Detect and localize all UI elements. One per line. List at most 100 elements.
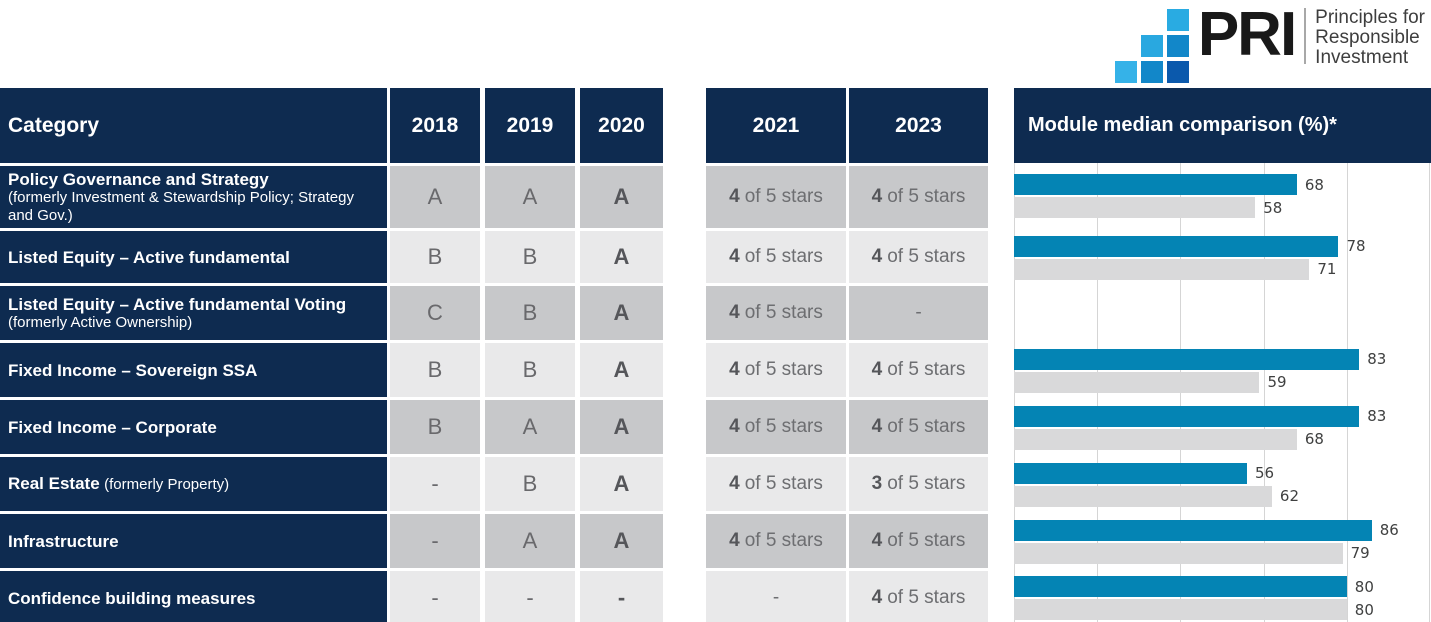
category-name: Listed Equity – Active fundamental Votin… [8,294,347,314]
header-2021: 2021 [706,88,846,163]
bar-value-label: 80 [1354,600,1374,619]
logo-square [1140,61,1163,83]
grade-2019: A [485,514,575,568]
header-category: Category [0,88,387,163]
stars-2021: 4 of 5 stars [706,343,846,397]
gray-bar [1014,197,1256,218]
chart-gridline [1014,163,1015,622]
pri-logo-acronym: PRI [1197,0,1297,69]
grade-2018: B [390,400,480,454]
grade-2019: A [485,166,575,228]
stars-2023: 4 of 5 stars [849,343,988,397]
bar-pair: 68 58 [1014,174,1431,220]
logo-divider [1304,8,1307,64]
row-label: Policy Governance and Strategy (formerly … [0,166,387,228]
header-2023: 2023 [849,88,988,163]
stars-2021: - [706,571,846,622]
gray-bar [1014,258,1310,280]
grade-2020: A [580,400,663,454]
category-note: (formerly Property) [104,476,230,493]
chart-row: 83 59 [1014,343,1431,400]
blue-bar [1014,405,1360,427]
logo-square [1114,61,1137,83]
blue-bar [1014,519,1372,541]
bar-value-label: 68 [1304,430,1324,448]
gray-bar [1014,428,1297,450]
grade-2018: B [390,231,480,283]
table-row: Infrastructure - A A 4 of 5 stars 4 of 5 s… [0,514,1431,568]
logo-square [1166,61,1189,83]
gray-bar [1014,542,1343,564]
stars-2023: 4 of 5 stars [849,400,988,454]
bar-value-label: 59 [1267,373,1287,391]
stars-2023: 4 of 5 stars [849,571,988,622]
bar-value-label: 79 [1350,544,1370,562]
table-row: Fixed Income – Sovereign SSA B B A 4 of 5… [0,343,1431,397]
blue-bar [1014,174,1297,195]
grade-2018: A [390,166,480,228]
chart-row [1014,286,1431,343]
pri-logo-tagline: Principles for Responsible Investment [1315,6,1425,68]
stars-2021: 4 of 5 stars [706,286,846,340]
bar-value-label: 83 [1367,407,1387,425]
category-name: Confidence building measures [8,588,256,608]
stars-2021: 4 of 5 stars [706,457,846,511]
bar-pair: 83 59 [1014,348,1431,395]
grade-2019: B [485,286,575,340]
grade-2020: A [580,286,663,340]
grade-2020: A [580,231,663,283]
stars-2023: 4 of 5 stars [849,514,988,568]
tagline-line: Investment [1315,47,1409,68]
row-label: Fixed Income – Sovereign SSA [0,343,387,397]
row-label: Listed Equity – Active fundamental [0,231,387,283]
bar-value-label: 78 [1346,237,1366,255]
chart-plot-area: 68 58 78 71 83 59 [1014,163,1431,622]
chart-row: 68 58 [1014,163,1431,231]
chart-row: 78 71 [1014,231,1431,286]
table-row: Listed Equity – Active fundamental B B A… [0,231,1431,283]
category-name: Infrastructure [8,531,119,551]
category-name: Real Estate [8,474,100,493]
pri-logo: PRI Principles for Responsible Investmen… [1114,0,1425,83]
chart-gridline [1097,163,1098,622]
table-header-row: Category 2018 2019 2020 2021 2023 Module… [0,88,1431,163]
stars-2021: 4 of 5 stars [706,231,846,283]
bar-pair: 78 71 [1014,235,1431,282]
bar-value-label: 56 [1254,464,1275,482]
blue-bar [1014,462,1247,484]
bar-value-label: 58 [1263,198,1283,217]
grade-2019: - [485,571,575,622]
category-name: Listed Equity – Active fundamental [8,247,290,267]
header-2020: 2020 [580,88,663,163]
row-label: Infrastructure [0,514,387,568]
grade-2018: - [390,457,480,511]
bar-value-label: 71 [1317,260,1337,278]
bar-pair: 86 79 [1014,519,1431,566]
header-2018: 2018 [390,88,480,163]
grade-2020: A [580,457,663,511]
grade-2020: A [580,514,663,568]
grade-2020: A [580,343,663,397]
table-row: Policy Governance and Strategy (formerly … [0,166,1431,228]
gray-bar [1014,485,1272,507]
stars-2021: 4 of 5 stars [706,400,846,454]
stars-2023: 3 of 5 stars [849,457,988,511]
table-row: Confidence building measures - - - - 4 of… [0,571,1431,622]
grade-2020: - [580,571,663,622]
chart-row: 56 62 [1014,457,1431,514]
bar-pair: 56 62 [1014,462,1431,509]
bar-pair: 83 68 [1014,405,1431,452]
bar-value-label: 80 [1354,577,1374,596]
stars-2021: 4 of 5 stars [706,514,846,568]
grade-2020: A [580,166,663,228]
bar-value-label: 86 [1379,521,1399,539]
gray-bar [1014,371,1260,393]
row-label: Confidence building measures [0,571,387,622]
grade-2018: - [390,571,480,622]
grade-2019: B [485,231,575,283]
logo-square [1140,35,1163,57]
logo-square [1166,9,1189,31]
table-row: Fixed Income – Corporate B A A 4 of 5 sta… [0,400,1431,454]
